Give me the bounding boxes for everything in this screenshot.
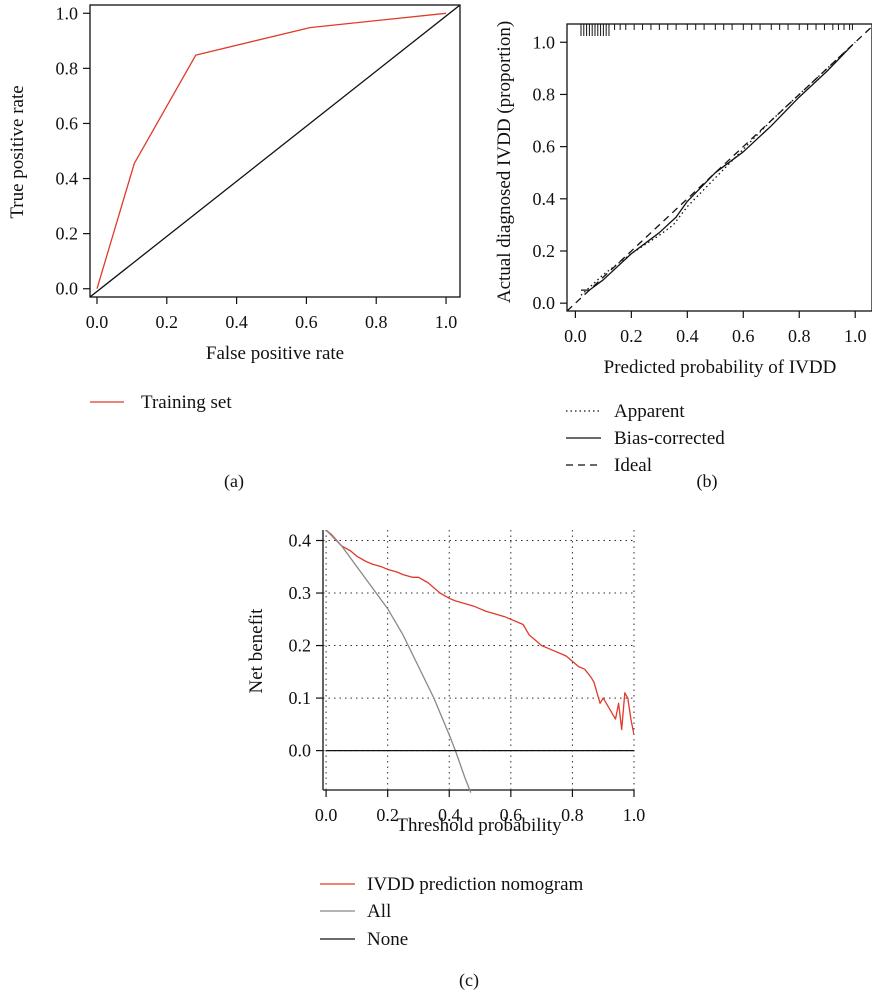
panel-b: 0.0 0.2 0.4 0.6 0.8 1.0 0.0 0.2 0.4 0.6 0.8 1.0 Pre… xyxy=(494,21,872,492)
x-tick-label: 1.0 xyxy=(435,312,458,332)
y-tick-label: 0.8 xyxy=(56,58,79,78)
series-line-ivdd-prediction-nomogram xyxy=(325,530,634,735)
x-tick-label: 0.2 xyxy=(620,326,643,346)
x-tick-label: 0.0 xyxy=(86,312,109,332)
y-tick-label: 0.3 xyxy=(289,583,312,603)
series-line-ideal xyxy=(567,26,872,311)
x-tick-label: 0.4 xyxy=(438,805,461,825)
plot-frame-a xyxy=(89,4,461,298)
x-tick-label: 0.8 xyxy=(365,312,388,332)
y-tick-label: 0.4 xyxy=(56,169,79,189)
series-layer-b xyxy=(567,26,872,311)
y-tick-label: 0.1 xyxy=(289,688,312,708)
x-tick-label: 0.6 xyxy=(732,326,755,346)
y-tick-label: 0.4 xyxy=(533,189,556,209)
legend-label-training-set: Training set xyxy=(141,392,232,413)
panel-a-ylabel: True positive rate xyxy=(7,85,28,218)
panel-c-ylabel: Net benefit xyxy=(246,608,267,694)
x-tick-label: 1.0 xyxy=(844,326,867,346)
legend-label-all: All xyxy=(367,901,391,922)
y-tick-label: 0.0 xyxy=(289,741,312,761)
x-tick-label: 0.6 xyxy=(500,805,523,825)
y-tick-label: 0.8 xyxy=(533,84,556,104)
x-tick-label: 0.4 xyxy=(225,312,248,332)
legend-label-ivdd-nomogram: IVDD prediction nomogram xyxy=(367,874,584,895)
plot-frame-b xyxy=(566,23,872,312)
panel-label-b: (b) xyxy=(697,471,718,492)
x-tick-label: 0.4 xyxy=(676,326,699,346)
x-tick-label: 0.0 xyxy=(315,805,338,825)
y-tick-label: 1.0 xyxy=(56,3,79,23)
x-tick-label: 0.2 xyxy=(376,805,399,825)
legend-label-bias-corrected: Bias-corrected xyxy=(614,428,725,449)
series-line-bias-corrected xyxy=(581,44,853,291)
panel-label-c: (c) xyxy=(459,970,479,991)
series-layer-a xyxy=(90,5,460,297)
y-tick-label: 0.4 xyxy=(289,531,312,551)
x-tick-label: 0.8 xyxy=(788,326,811,346)
x-tick-label: 0.6 xyxy=(295,312,318,332)
legend-label-apparent: Apparent xyxy=(614,401,685,422)
reference-diagonal xyxy=(90,5,460,297)
panel-a: 0.0 0.2 0.4 0.6 0.8 1.0 0.0 0.2 0.4 0.6 0.8 1.0 Fal… xyxy=(7,3,461,492)
series-line-training-set xyxy=(96,12,447,289)
x-tick-label: 1.0 xyxy=(623,805,646,825)
x-tick-label: 0.2 xyxy=(156,312,179,332)
y-tick-label: 1.0 xyxy=(533,32,556,52)
y-tick-label: 0.0 xyxy=(533,293,556,313)
series-layer-c xyxy=(325,530,634,793)
x-tick-label: 0.0 xyxy=(564,326,587,346)
y-tick-label: 0.0 xyxy=(56,279,79,299)
panel-label-a: (a) xyxy=(224,471,244,492)
x-tick-label: 0.8 xyxy=(561,805,584,825)
panel-c: 0.0 0.2 0.4 0.6 0.8 1.0 0.0 0.1 0.2 0.3 0.4 Thresh… xyxy=(246,530,645,991)
series-line-all xyxy=(325,530,472,793)
panel-a-xlabel: False positive rate xyxy=(206,343,344,364)
y-tick-label: 0.6 xyxy=(56,113,79,133)
panel-c-xlabel: Threshold probability xyxy=(396,815,562,836)
legend-label-ideal: Ideal xyxy=(614,455,652,476)
panel-b-ylabel: Actual diagnosed IVDD (proportion) xyxy=(494,21,515,303)
y-tick-label: 0.6 xyxy=(533,137,556,157)
y-tick-label: 0.2 xyxy=(289,636,312,656)
y-tick-label: 0.2 xyxy=(533,241,556,261)
legend-label-none: None xyxy=(367,929,408,950)
panel-b-xlabel: Predicted probability of IVDD xyxy=(604,357,837,378)
y-tick-label: 0.2 xyxy=(56,224,79,244)
